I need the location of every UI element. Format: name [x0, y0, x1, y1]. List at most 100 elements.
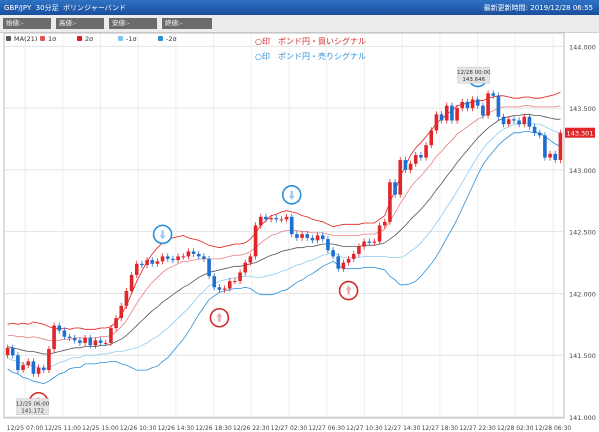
candle-body	[393, 182, 397, 195]
candle-body	[72, 337, 77, 341]
legend-label: -2σ	[166, 35, 177, 43]
current-price-tag	[565, 127, 595, 138]
candle-body	[419, 155, 423, 158]
price-tick-label: 142.500	[569, 229, 596, 237]
candle-body	[274, 218, 279, 220]
candle-body	[119, 305, 124, 319]
candle-body	[258, 216, 263, 226]
ohlc-bar: 始値:- 高値:- 安値:- 終値:-	[0, 15, 599, 33]
low-callout-price: 141.172	[21, 409, 44, 415]
price-tick-label: 144.000	[569, 43, 596, 51]
high-callout-time: 12/28 00:00	[457, 70, 491, 76]
time-tick-label: 12/26 14:30	[158, 425, 195, 432]
candle-body	[305, 234, 310, 238]
candle-body	[455, 108, 459, 121]
candle-body	[295, 234, 299, 238]
time-tick-label: 12/27 02:30	[271, 425, 308, 432]
candle-body	[470, 99, 475, 109]
candle-body	[227, 281, 232, 289]
candle-body	[486, 93, 490, 116]
candle-body	[165, 256, 170, 259]
time-tick-label: 12/25 07:00	[7, 425, 44, 432]
legend-swatch	[158, 36, 163, 41]
candle-body	[558, 132, 563, 161]
timeframe-label: 30分足	[35, 4, 59, 12]
candle-body	[248, 256, 253, 263]
last-updated: 最新更新時間: 2019/12/28 06:55	[484, 3, 593, 13]
candle-body	[357, 246, 361, 254]
candle-body	[47, 349, 51, 371]
legend-swatch	[6, 36, 11, 41]
candle-body	[10, 347, 15, 356]
candle-body	[78, 340, 82, 343]
candle-body	[207, 258, 211, 277]
candle-body	[176, 256, 180, 261]
candle-body	[522, 116, 527, 125]
candle-body	[26, 361, 31, 366]
candle-body	[444, 105, 449, 121]
candle-body	[57, 325, 62, 331]
legend: MA(21) 1σ 2σ -1σ -2σ	[6, 35, 177, 43]
buy-arrow-icon	[345, 285, 352, 295]
candle-body	[88, 337, 93, 346]
candle-body	[41, 367, 46, 371]
candle-body	[279, 219, 284, 221]
candle-body	[460, 101, 465, 109]
plot-area	[3, 32, 565, 419]
price-tick-label: 141.500	[569, 352, 596, 360]
candle-body	[253, 225, 258, 257]
candle-body	[21, 365, 25, 371]
candle-body	[114, 318, 118, 329]
candle-body	[289, 216, 294, 235]
candle-body	[429, 130, 434, 146]
sell-arrow-icon	[159, 230, 166, 240]
candle-body	[475, 99, 480, 106]
legend-label: MA(21)	[14, 35, 37, 43]
candle-body	[367, 241, 372, 243]
candle-body	[331, 250, 335, 257]
time-tick-label: 12/26 18:30	[195, 425, 232, 432]
candle-body	[160, 256, 165, 262]
candle-body	[424, 145, 428, 158]
candle-body	[98, 340, 103, 343]
open-value: 始値:-	[3, 18, 51, 29]
band-minus-1sigma	[7, 122, 561, 370]
candle-body	[341, 262, 346, 269]
candle-body	[109, 328, 113, 343]
updated-value: 2019/12/28 06:55	[530, 4, 593, 12]
candle-body	[191, 251, 196, 254]
price-tick-label: 143.500	[569, 105, 596, 113]
candle-body	[217, 287, 222, 290]
candle-body	[315, 235, 320, 241]
candle-body	[145, 260, 149, 266]
candle-body	[532, 126, 537, 133]
candles	[5, 90, 563, 377]
candle-body	[238, 272, 242, 282]
price-tick-label: 142.000	[569, 290, 596, 298]
updated-label: 最新更新時間:	[483, 4, 529, 12]
candle-body	[465, 101, 470, 109]
candle-body	[171, 258, 175, 261]
candle-body	[326, 239, 330, 251]
candle-body	[413, 155, 418, 164]
sell-arrow-icon	[288, 190, 295, 200]
price-axis: 144.000 143.500 143.000 142.500 142.000 141.5…	[565, 43, 596, 422]
candle-body	[222, 288, 227, 290]
high-callout-box	[457, 66, 490, 84]
chart-title: GBP/JPY 30分足 ボリンジャーバンド	[4, 3, 126, 13]
price-tick-label: 141.000	[569, 414, 596, 422]
time-tick-label: 12/27 14:30	[384, 425, 421, 432]
band-minus-2sigma	[7, 131, 561, 385]
price-chart[interactable]: MA(21) 1σ 2σ -1σ -2σ 144.000143.500143.00014…	[0, 32, 599, 432]
candle-body	[212, 276, 217, 288]
candle-body	[186, 251, 191, 257]
title-bar: GBP/JPY 30分足 ボリンジャーバンド 最新更新時間: 2019/12/2…	[0, 0, 599, 15]
buy-signal-note: ○印 ポンド円・買いシグナル	[255, 36, 366, 46]
candle-body	[450, 105, 454, 121]
candle-body	[269, 218, 273, 220]
candle-body	[181, 256, 186, 258]
candle-body	[382, 221, 387, 226]
time-tick-label: 12/28 06:30	[535, 425, 572, 432]
candle-body	[284, 216, 289, 220]
candle-body	[196, 253, 201, 257]
